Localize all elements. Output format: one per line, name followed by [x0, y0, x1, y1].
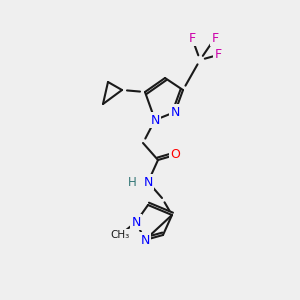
- Text: N: N: [140, 233, 150, 247]
- Text: CH₃: CH₃: [110, 230, 130, 240]
- Text: H: H: [128, 176, 136, 188]
- Text: F: F: [214, 49, 222, 62]
- Text: N: N: [143, 176, 153, 188]
- Text: N: N: [170, 106, 180, 118]
- Text: N: N: [150, 113, 160, 127]
- Text: F: F: [212, 32, 219, 44]
- Text: O: O: [170, 148, 180, 161]
- Text: F: F: [188, 32, 196, 44]
- Text: N: N: [131, 215, 141, 229]
